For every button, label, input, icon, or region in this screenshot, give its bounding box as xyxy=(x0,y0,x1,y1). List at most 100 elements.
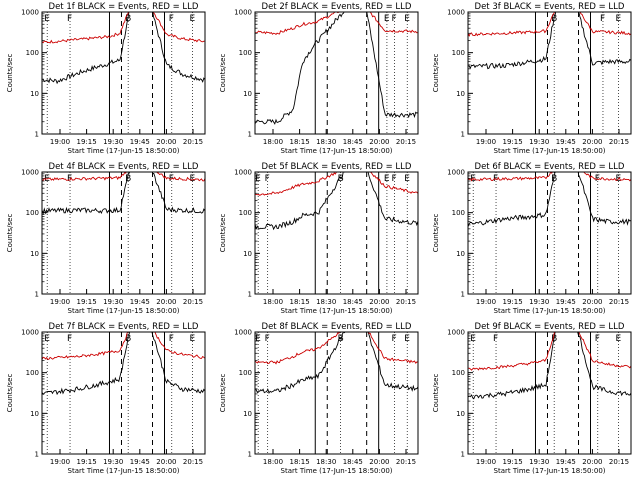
y-tick-label: 10 xyxy=(30,90,39,98)
x-tick-label: 19:15 xyxy=(503,138,523,146)
x-tick-label: 20:15 xyxy=(609,298,629,306)
detector-panel-1: Det 1f BLACK = Events, RED = LLD E F B F E 1 10… xyxy=(0,0,213,160)
events-series-line xyxy=(468,332,631,400)
y-tick-label: 1000 xyxy=(234,329,252,337)
plot-frame xyxy=(467,11,632,135)
x-tick-label: 19:00 xyxy=(50,458,70,466)
y-tick-label: 1 xyxy=(35,131,39,139)
x-axis-label: Start Time (17-Jun-15 18:50:00) xyxy=(494,467,606,475)
detector-panel-7: Det 7f BLACK = Events, RED = LLD E F B F E 1 10… xyxy=(0,320,213,480)
chart-title: Det 8f BLACK = Events, RED = LLD xyxy=(262,322,412,332)
y-tick-label: 100 xyxy=(26,209,39,217)
x-tick-label: 18:15 xyxy=(290,458,310,466)
x-tick-label: 18:00 xyxy=(263,458,283,466)
event-marker-label: E xyxy=(470,334,476,344)
y-tick-label: 10 xyxy=(456,90,465,98)
y-tick-label: 100 xyxy=(452,209,465,217)
chart-title: Det 9f BLACK = Events, RED = LLD xyxy=(475,322,625,332)
x-tick-label: 18:00 xyxy=(263,138,283,146)
y-tick-label: 1 xyxy=(35,291,39,299)
y-tick-label: 1000 xyxy=(21,169,39,177)
event-marker-label: F xyxy=(265,334,270,344)
lld-series-line xyxy=(255,172,418,196)
x-tick-label: 19:45 xyxy=(130,298,150,306)
y-axis-label: Counts/sec xyxy=(219,214,227,253)
event-marker-label: E xyxy=(190,174,196,184)
x-tick-label: 20:15 xyxy=(396,458,416,466)
x-tick-label: 19:15 xyxy=(503,458,523,466)
event-marker-label: E xyxy=(44,334,50,344)
x-tick-label: 20:00 xyxy=(156,138,176,146)
x-tick-label: 19:30 xyxy=(529,298,549,306)
x-tick-label: 20:00 xyxy=(582,458,602,466)
events-series-line xyxy=(468,12,631,70)
event-marker-label: F xyxy=(493,334,498,344)
y-tick-label: 1000 xyxy=(447,169,465,177)
events-series-line xyxy=(42,172,205,215)
event-marker-label: E xyxy=(616,334,622,344)
x-tick-label: 18:15 xyxy=(290,138,310,146)
y-tick-label: 1000 xyxy=(21,329,39,337)
y-tick-label: 100 xyxy=(452,369,465,377)
detector-panel-9: Det 9f BLACK = Events, RED = LLD E F B F E 1 10… xyxy=(426,320,639,480)
y-tick-label: 10 xyxy=(243,250,252,258)
x-tick-label: 19:30 xyxy=(103,298,123,306)
y-axis-label: Counts/sec xyxy=(6,374,14,413)
event-marker-label: F xyxy=(600,14,605,24)
event-marker-label: F xyxy=(67,14,72,24)
y-tick-label: 100 xyxy=(239,209,252,217)
event-marker-label: F xyxy=(169,334,174,344)
y-tick-label: 10 xyxy=(456,250,465,258)
event-marker-label: F xyxy=(169,14,174,24)
x-tick-label: 19:00 xyxy=(50,138,70,146)
x-tick-label: 19:30 xyxy=(103,138,123,146)
event-marker-label: E xyxy=(404,334,410,344)
y-axis-label: Counts/sec xyxy=(432,374,440,413)
y-tick-label: 1000 xyxy=(447,329,465,337)
lld-series-line xyxy=(468,172,631,182)
lld-series-line xyxy=(468,332,631,371)
event-marker-label: F xyxy=(392,174,397,184)
x-axis-label: Start Time (17-Jun-15 18:50:00) xyxy=(68,307,180,315)
x-tick-label: 19:15 xyxy=(77,298,97,306)
chart-title: Det 6f BLACK = Events, RED = LLD xyxy=(475,162,625,172)
y-axis-label: Counts/sec xyxy=(219,54,227,93)
plot-frame xyxy=(41,171,206,295)
chart-title: Det 3f BLACK = Events, RED = LLD xyxy=(475,2,625,12)
x-tick-label: 19:15 xyxy=(503,298,523,306)
y-tick-label: 100 xyxy=(26,49,39,57)
y-axis-label: Counts/sec xyxy=(432,54,440,93)
x-tick-label: 19:45 xyxy=(556,298,576,306)
y-tick-label: 100 xyxy=(239,369,252,377)
x-tick-label: 19:45 xyxy=(556,458,576,466)
x-axis-label: Start Time (17-Jun-15 18:50:00) xyxy=(494,307,606,315)
x-tick-label: 20:00 xyxy=(156,298,176,306)
lld-series-line xyxy=(42,12,205,44)
x-tick-label: 20:15 xyxy=(609,138,629,146)
x-tick-label: 19:00 xyxy=(476,298,496,306)
y-tick-label: 1 xyxy=(248,451,252,459)
event-marker-label: F xyxy=(67,334,72,344)
x-axis-label: Start Time (17-Jun-15 18:50:00) xyxy=(494,147,606,155)
panel-chart: Det 7f BLACK = Events, RED = LLD E F B F E 1 10… xyxy=(6,322,206,475)
chart-title: Det 1f BLACK = Events, RED = LLD xyxy=(49,2,199,12)
x-axis-label: Start Time (17-Jun-15 18:50:00) xyxy=(68,147,180,155)
event-marker-label: E xyxy=(255,174,261,184)
plot-frame xyxy=(467,331,632,455)
y-tick-label: 10 xyxy=(456,410,465,418)
event-marker-label: E xyxy=(384,174,390,184)
event-marker-label: E xyxy=(190,334,196,344)
y-tick-label: 10 xyxy=(30,250,39,258)
event-marker-label: F xyxy=(392,334,397,344)
x-tick-label: 19:15 xyxy=(77,138,97,146)
event-marker-label: B xyxy=(551,174,557,184)
x-tick-label: 19:45 xyxy=(130,138,150,146)
x-axis-label: Start Time (17-Jun-15 18:50:00) xyxy=(68,467,180,475)
x-tick-label: 20:00 xyxy=(156,458,176,466)
y-tick-label: 1 xyxy=(35,451,39,459)
y-axis-label: Counts/sec xyxy=(6,54,14,93)
x-tick-label: 20:00 xyxy=(369,298,389,306)
